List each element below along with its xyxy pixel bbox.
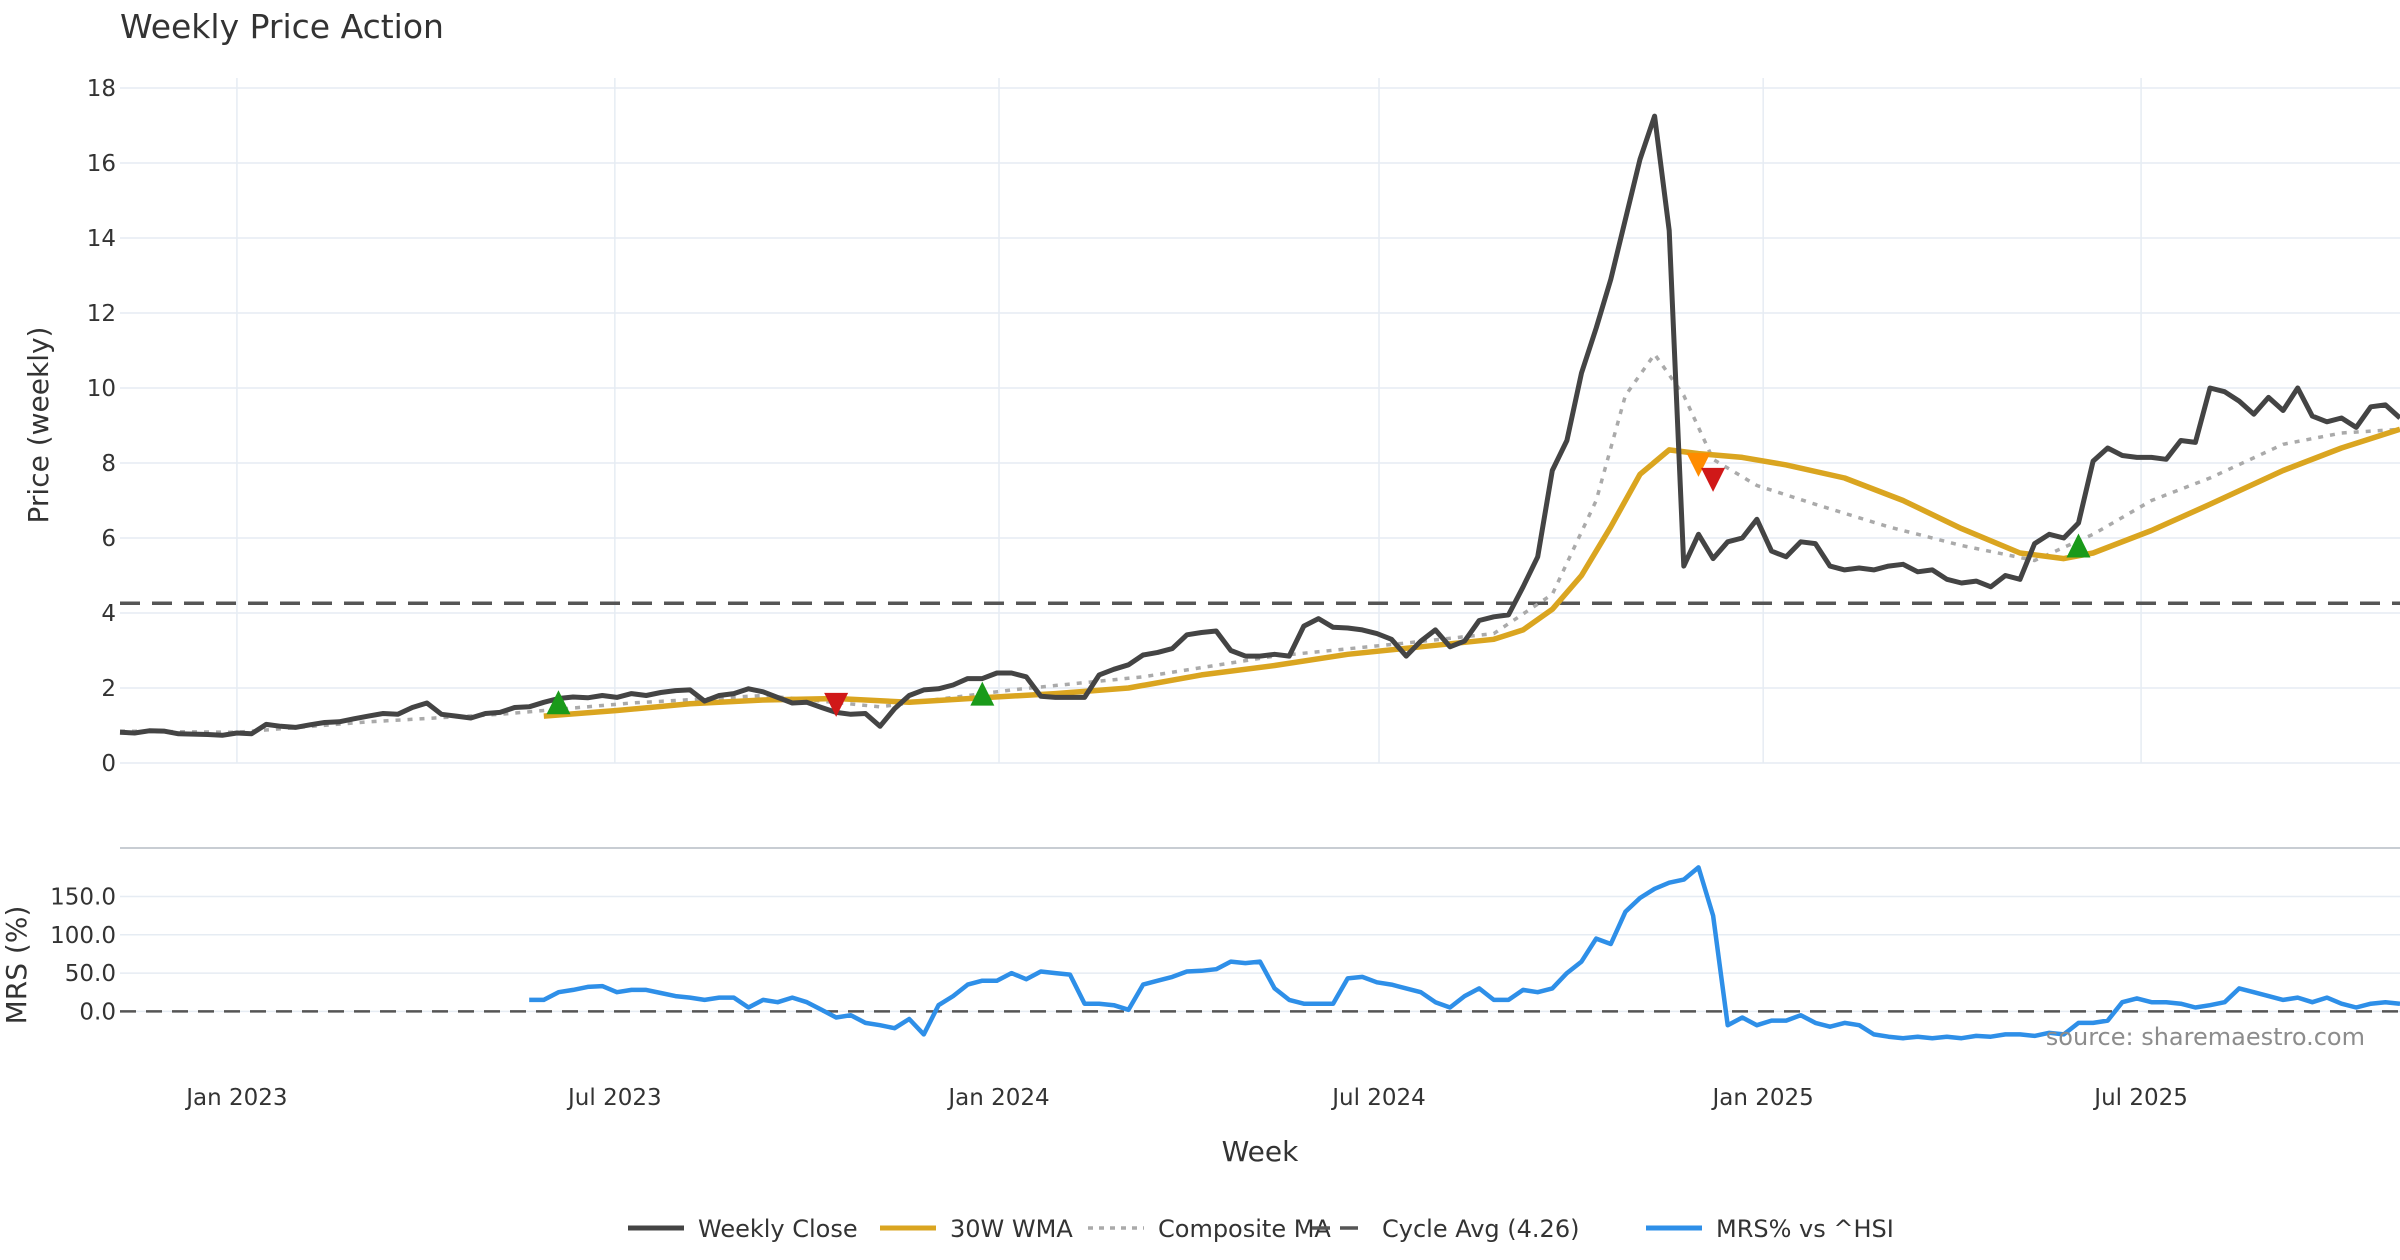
x-tick-label: Jan 2025: [1711, 1085, 1814, 1111]
x-tick-label: Jan 2024: [946, 1085, 1049, 1111]
price-y-axis-label: Price (weekly): [22, 327, 55, 524]
legend-label-cycle: Cycle Avg (4.26): [1382, 1215, 1579, 1243]
x-axis-label: Week: [1222, 1135, 1299, 1168]
source-note: source: sharemaestro.com: [2046, 1023, 2365, 1051]
buy-signal-marker: [970, 681, 995, 706]
warning-signal-marker: [1686, 452, 1711, 477]
price-grid: [120, 78, 2400, 764]
buy-signal-marker: [546, 690, 571, 715]
chart-title: Weekly Price Action: [120, 7, 444, 46]
price-y-tick-label: 8: [101, 451, 116, 477]
composite-ma-line: [119, 352, 2400, 735]
wma-30w-line: [543, 426, 2400, 719]
price-y-tick-label: 10: [87, 376, 116, 402]
legend-label-wma: 30W WMA: [950, 1215, 1073, 1243]
signal-markers: [546, 452, 2091, 717]
mrs-y-tick-label: 50.0: [65, 961, 116, 987]
price-y-tick-label: 14: [87, 226, 116, 252]
price-y-tick-label: 18: [87, 76, 116, 102]
price-y-tick-label: 16: [87, 151, 116, 177]
buy-signal-marker: [2066, 533, 2091, 558]
mrs-y-axis-label: MRS (%): [0, 906, 33, 1025]
mrs-y-tick-label: 100.0: [50, 923, 116, 949]
legend-label-mrs: MRS% vs ^HSI: [1716, 1215, 1894, 1243]
sell-signal-marker: [1701, 467, 1726, 492]
legend: Weekly Close 30W WMA Composite MA Cycle Avg…: [628, 1215, 1894, 1243]
mrs-y-ticks: 0.0 50.0 100.0 150.0: [50, 884, 116, 1025]
price-y-tick-label: 2: [101, 676, 116, 702]
price-y-tick-label: 4: [101, 601, 116, 627]
legend-label-composite: Composite MA: [1158, 1215, 1331, 1243]
mrs-line: [529, 865, 2400, 1041]
x-tick-label: Jul 2023: [566, 1085, 662, 1111]
price-y-tick-label: 6: [101, 526, 116, 552]
mrs-y-tick-label: 0.0: [79, 999, 116, 1025]
price-y-tick-label: 12: [87, 301, 116, 327]
price-y-ticks: 0 2 4 6 8 10 12 14 16 18: [87, 76, 116, 777]
price-y-tick-label: 0: [101, 751, 116, 777]
x-tick-label: Jul 2024: [1330, 1085, 1426, 1111]
sell-signal-marker: [824, 692, 849, 717]
legend-label-close: Weekly Close: [698, 1215, 858, 1243]
mrs-y-tick-label: 150.0: [50, 884, 116, 910]
mrs-grid: [120, 895, 2400, 1013]
x-ticks: Jan 2023 Jul 2023 Jan 2024 Jul 2024 Jan 2025…: [184, 1085, 2188, 1111]
x-tick-label: Jan 2023: [184, 1085, 287, 1111]
weekly-close-line: [119, 113, 2400, 738]
x-tick-label: Jul 2025: [2092, 1085, 2188, 1111]
